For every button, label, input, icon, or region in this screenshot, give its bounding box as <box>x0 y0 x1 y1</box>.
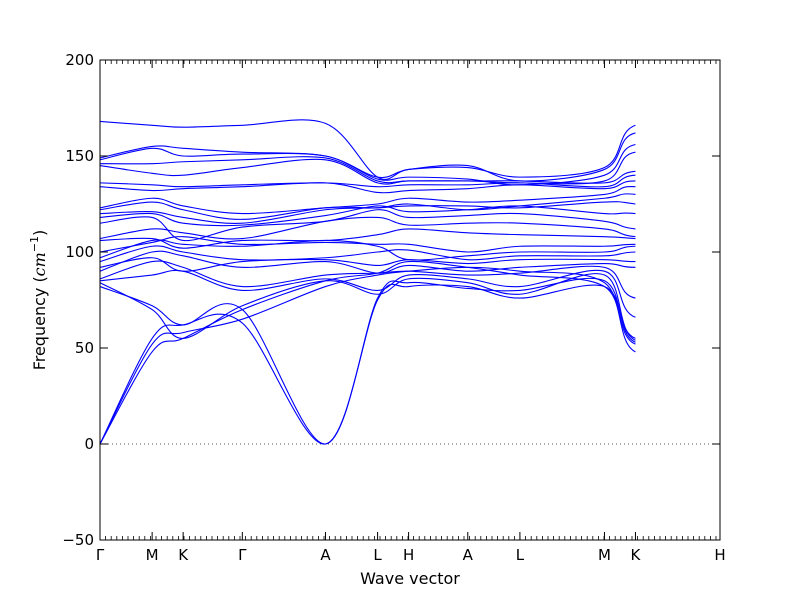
y-axis-label-prefix: Frequency ( <box>30 276 49 370</box>
x-axis-label: Wave vector <box>360 569 460 588</box>
x-tick-label: M <box>146 546 159 564</box>
band-line-12 <box>99 236 636 253</box>
band-line-24 <box>99 143 636 186</box>
band-line-20 <box>99 180 636 194</box>
band-line-2 <box>99 266 636 445</box>
x-tick-label: A <box>320 546 331 564</box>
band-line-18 <box>99 193 636 220</box>
y-axis-label-suffix: ) <box>30 230 49 236</box>
band-line-15 <box>99 209 636 242</box>
band-line-4 <box>99 277 636 445</box>
plot-background <box>100 60 720 540</box>
x-tick-label: H <box>403 546 414 564</box>
x-tick-label: Γ <box>96 546 105 564</box>
x-tick-label: K <box>178 546 189 564</box>
x-tick-label: L <box>516 546 525 564</box>
band-line-22 <box>99 158 636 185</box>
y-axis: −50 0 50 100 150 200 <box>62 51 720 549</box>
y-tick-label: 50 <box>75 339 94 357</box>
y-tick-label: 0 <box>84 435 94 453</box>
x-tick-label: K <box>631 546 642 564</box>
band-line-10 <box>99 245 636 263</box>
x-tick-label: A <box>463 546 474 564</box>
band-line-14 <box>99 216 636 240</box>
band-line-26 <box>99 119 636 180</box>
x-tick-label: L <box>373 546 382 564</box>
band-line-13 <box>99 228 636 249</box>
x-tick-label: M <box>598 546 611 564</box>
band-line-19 <box>99 186 636 215</box>
y-axis-label: Frequency (cm−1) <box>28 230 49 371</box>
y-tick-label: 150 <box>65 147 94 165</box>
band-line-5 <box>99 273 636 341</box>
y-tick-label: 100 <box>65 243 94 261</box>
bands-layer <box>99 119 636 445</box>
x-tick-label: H <box>714 546 725 564</box>
y-axis-label-unit: cm <box>30 252 49 276</box>
band-line-8 <box>99 250 636 274</box>
band-line-16 <box>99 205 636 227</box>
plot-frame <box>99 59 721 541</box>
y-tick-label: −50 <box>62 531 94 549</box>
y-tick-label: 200 <box>65 51 94 69</box>
band-line-9 <box>99 257 636 272</box>
y-axis-label-exponent: −1 <box>28 236 41 252</box>
x-tick-label: Γ <box>238 546 247 564</box>
band-line-11 <box>99 239 636 261</box>
band-line-21 <box>99 174 636 188</box>
